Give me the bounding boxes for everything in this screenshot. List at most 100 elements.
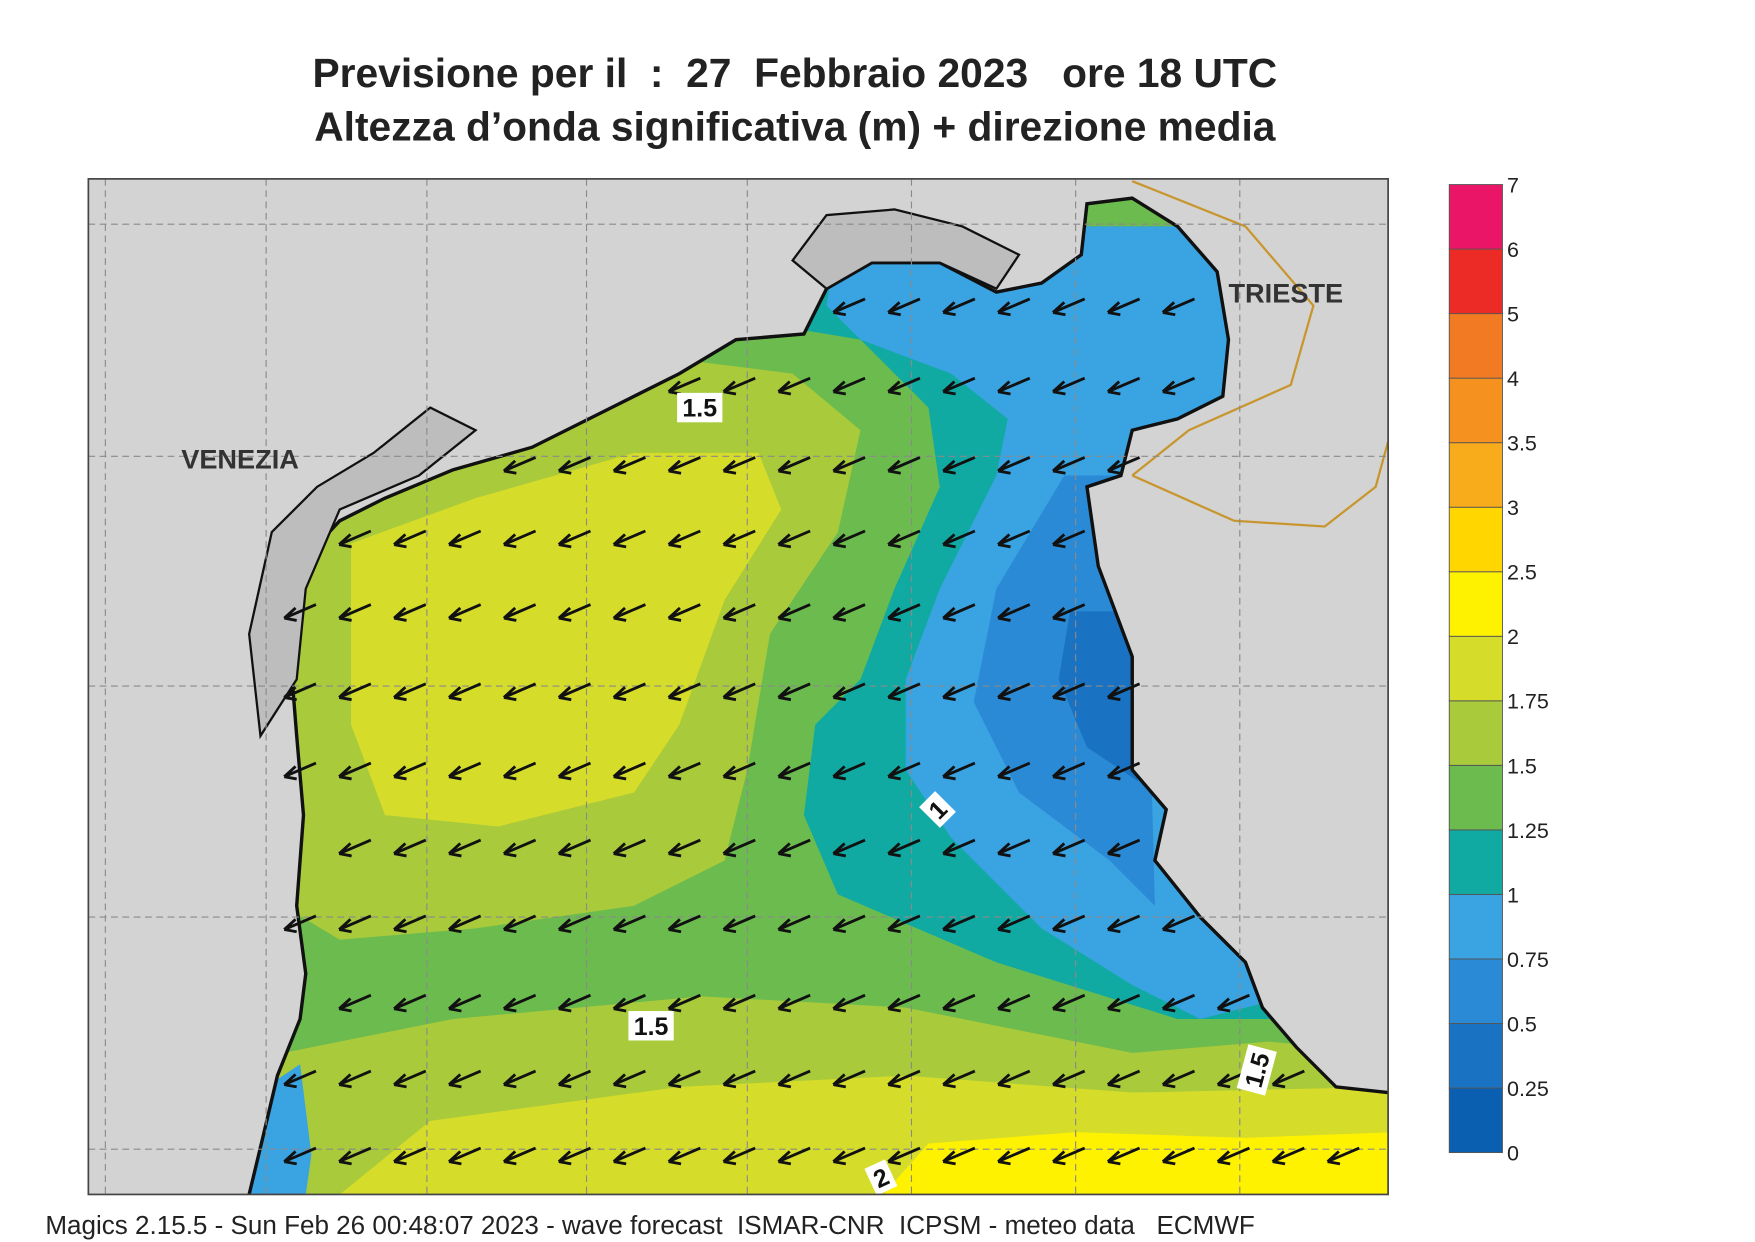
- arrow: [557, 1069, 592, 1089]
- arrow: [942, 529, 976, 549]
- arrow: [612, 682, 646, 702]
- arrow: [1161, 1146, 1196, 1166]
- colorbar-box: [1448, 893, 1503, 960]
- colorbar: 0 0.25 0.5 0.75 1 1.25 1.5 1.75 2 2.5 3 3.5 4 5 6 7: [1448, 173, 1549, 1165]
- arrow: [1052, 761, 1086, 781]
- colorbar-box: [1448, 958, 1503, 1024]
- arrow: [997, 993, 1031, 1013]
- arrow: [338, 1146, 372, 1166]
- arrow: [338, 914, 372, 934]
- arrow: [557, 1146, 592, 1166]
- arrow: [1052, 838, 1086, 858]
- direction-arrows: [283, 297, 1360, 1166]
- arrow: [448, 1146, 482, 1166]
- arrow: [502, 1069, 537, 1089]
- arrow: [832, 297, 866, 317]
- arrow: [997, 297, 1031, 317]
- arrow: [393, 993, 427, 1013]
- arrow: [502, 838, 537, 858]
- arrow: [667, 529, 701, 549]
- arrow: [942, 1069, 976, 1089]
- colorbar-label: 1.25: [1507, 819, 1549, 843]
- arrow: [997, 914, 1031, 934]
- arrow: [887, 603, 921, 622]
- arrow: [1052, 914, 1086, 934]
- arrow: [942, 914, 976, 934]
- arrow: [777, 603, 811, 622]
- arrow: [1106, 682, 1141, 702]
- arrow: [1161, 993, 1196, 1013]
- arrow: [942, 1146, 976, 1166]
- arrow: [722, 993, 756, 1013]
- arrow: [1052, 682, 1086, 702]
- arrow: [887, 914, 921, 934]
- arrow: [667, 682, 701, 702]
- arrow: [887, 456, 921, 475]
- arrow: [997, 1069, 1031, 1089]
- colorbar-box: [1448, 377, 1503, 444]
- zone: [883, 1132, 1389, 1195]
- colorbar-box: [1448, 829, 1503, 895]
- arrow: [777, 1146, 811, 1166]
- arrow: [832, 1146, 866, 1166]
- arrow: [338, 1069, 372, 1089]
- colorbar-box: [1448, 571, 1503, 637]
- arrow: [777, 993, 811, 1013]
- arrow: [1052, 1069, 1086, 1089]
- colorbar-label: 3.5: [1507, 432, 1537, 456]
- arrow: [942, 297, 976, 317]
- arrow: [338, 682, 372, 702]
- coastline: [247, 196, 1389, 1195]
- colorbar-label: 0.25: [1507, 1077, 1549, 1101]
- arrow: [448, 914, 482, 934]
- arrow: [612, 603, 646, 622]
- arrow: [1161, 1069, 1196, 1089]
- arrow: [612, 529, 646, 549]
- colorbar-box: [1448, 764, 1503, 831]
- map-frame: [87, 178, 1389, 1196]
- arrow: [612, 456, 646, 475]
- arrow: [832, 1069, 866, 1089]
- arrow: [887, 838, 921, 858]
- arrow: [942, 456, 976, 475]
- arrow: [557, 993, 592, 1013]
- colorbar-label: 1.5: [1507, 754, 1537, 778]
- colorbar-box: [1448, 1023, 1503, 1089]
- arrow: [942, 838, 976, 858]
- arrow: [1052, 603, 1086, 622]
- colorbar-label: 4: [1507, 367, 1519, 391]
- arrow: [997, 761, 1031, 781]
- arrow: [612, 993, 646, 1013]
- arrow: [997, 456, 1031, 475]
- arrow: [448, 529, 482, 549]
- arrow: [1106, 456, 1141, 475]
- arrow: [1216, 1146, 1250, 1166]
- arrow: [612, 1146, 646, 1166]
- arrow: [283, 761, 317, 781]
- arrow: [1106, 1069, 1141, 1089]
- arrow: [1052, 297, 1086, 317]
- arrow: [777, 682, 811, 702]
- arrow: [1052, 993, 1086, 1013]
- arrow: [502, 761, 537, 781]
- arrow: [722, 456, 756, 475]
- arrow: [393, 1146, 427, 1166]
- arrow: [722, 1069, 756, 1089]
- arrow: [997, 838, 1031, 858]
- colorbar-label: 2: [1507, 625, 1519, 649]
- arrow: [338, 838, 372, 858]
- arrow: [1106, 761, 1141, 781]
- arrow: [502, 456, 537, 475]
- arrow: [832, 603, 866, 622]
- arrow: [667, 1146, 701, 1166]
- colorbar-label: 0.75: [1507, 948, 1549, 972]
- arrow: [722, 761, 756, 781]
- arrow: [1106, 993, 1141, 1013]
- arrow: [942, 761, 976, 781]
- title-line: Previsione per il : 27 Febbraio 2023 ore…: [312, 50, 1277, 96]
- arrow: [667, 761, 701, 781]
- arrow: [1161, 376, 1196, 396]
- arrow: [942, 376, 976, 396]
